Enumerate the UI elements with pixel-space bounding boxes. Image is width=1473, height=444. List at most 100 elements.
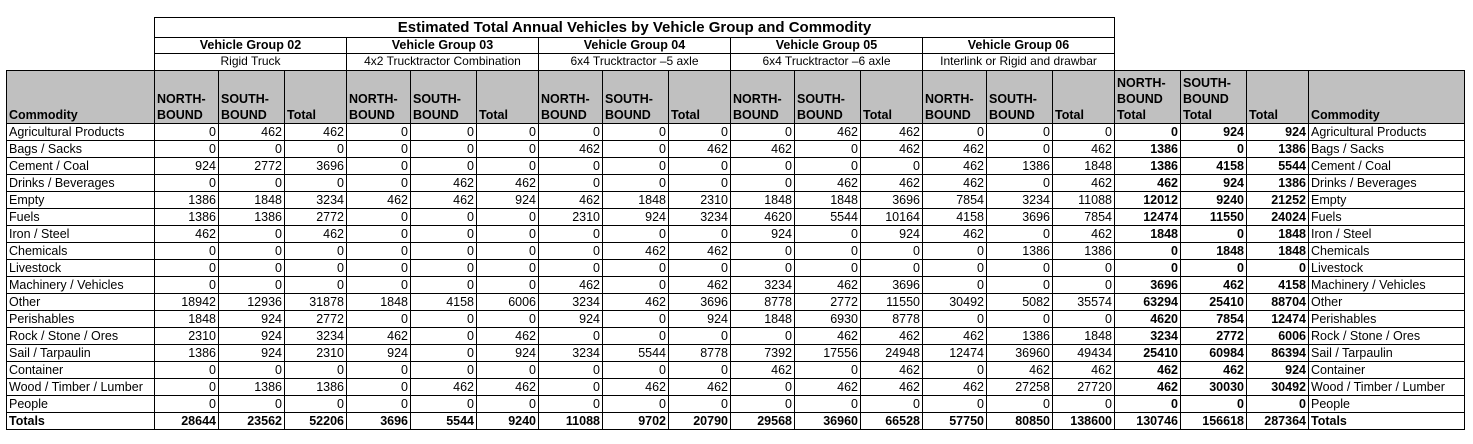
commodity-cell: Machinery / Vehicles [6,275,155,294]
commodity-cell: Rock / Stone / Ores [6,326,155,345]
value-cell: 1386 [1246,139,1309,158]
value-cell: 4158 [922,207,987,226]
value-cell: 924 [154,156,219,175]
value-cell: 1386 [1114,139,1181,158]
value-cell: 0 [794,258,861,277]
value-cell: 3234 [538,343,603,362]
commodity-cell-right: Bags / Sacks [1308,139,1465,158]
value-cell: 924 [860,224,923,243]
value-cell: 0 [602,394,669,413]
value-cell: 0 [986,224,1053,243]
value-cell: 0 [1114,241,1181,260]
value-cell: 462 [1052,224,1115,243]
value-cell: 0 [538,156,603,175]
value-cell: 1848 [1114,224,1181,243]
commodity-cell-right: Agricultural Products [1308,122,1465,141]
value-cell: 462 [668,377,731,396]
value-cell: 0 [922,258,987,277]
value-cell: 0 [794,360,861,379]
value-cell: 0 [922,309,987,328]
value-cell: 924 [1180,122,1247,141]
commodity-cell-right: Wood / Timber / Lumber [1308,377,1465,396]
value-cell: 5544 [602,343,669,362]
value-cell: 462 [668,139,731,158]
value-cell: 27720 [1052,377,1115,396]
value-cell: 27258 [986,377,1053,396]
value-cell: 52206 [284,411,347,430]
value-cell: 0 [346,224,411,243]
value-cell: 0 [154,275,219,294]
value-cell: 156618 [1180,411,1247,430]
value-cell: 63294 [1114,292,1181,311]
value-cell: 12474 [1246,309,1309,328]
value-cell: 0 [346,360,411,379]
commodity-cell: Livestock [6,258,155,277]
commodity-cell: Iron / Steel [6,224,155,243]
value-cell: 462 [922,156,987,175]
value-cell: 0 [410,309,477,328]
value-cell: 1386 [154,190,219,209]
value-cell: 0 [476,241,539,260]
value-cell: 462 [794,173,861,192]
group-name: Vehicle Group 05 [730,37,923,54]
group-desc: Interlink or Rigid and drawbar [922,53,1115,71]
value-cell: 130746 [1114,411,1181,430]
grand-total-header: Total [1246,69,1309,124]
value-cell: 0 [284,241,347,260]
value-cell: 8778 [730,292,795,311]
value-cell: 0 [602,309,669,328]
commodity-cell-right: Empty [1308,190,1465,209]
value-cell: 462 [602,241,669,260]
value-cell: 462 [476,326,539,345]
table-row: Machinery / Vehicles 0 0 0 0 0 0 462 0 462 3234 462… [6,275,1465,294]
value-cell: 5544 [794,207,861,226]
group-desc: Rigid Truck [154,53,347,71]
title-row: Estimated Total Annual Vehicles by Vehic… [7,17,1465,38]
value-cell: 0 [410,122,477,141]
value-cell: 1386 [218,207,285,226]
value-cell: 924 [668,309,731,328]
value-cell: 924 [218,326,285,345]
value-cell: 11088 [1052,190,1115,209]
value-cell: 462 [602,377,669,396]
value-cell: 0 [986,139,1053,158]
value-cell: 57750 [922,411,987,430]
value-cell: 0 [860,156,923,175]
value-cell: 0 [1052,275,1115,294]
commodity-cell: Cement / Coal [6,156,155,175]
value-cell: 924 [1246,122,1309,141]
value-cell: 0 [346,156,411,175]
value-cell: 1848 [794,190,861,209]
value-cell: 2772 [794,292,861,311]
commodity-cell: Empty [6,190,155,209]
value-cell: 0 [410,343,477,362]
value-cell: 4620 [1114,309,1181,328]
group-desc: 6x4 Trucktractor –5 axle [538,53,731,71]
value-cell: 3234 [730,275,795,294]
value-cell: 1848 [730,190,795,209]
value-cell: 0 [668,122,731,141]
northbound-header: NORTH-BOUND [538,69,603,124]
value-cell: 0 [410,139,477,158]
value-cell: 1848 [218,190,285,209]
commodity-cell: Agricultural Products [6,122,155,141]
value-cell: 0 [922,122,987,141]
value-cell: 0 [346,139,411,158]
value-cell: 924 [476,343,539,362]
value-cell: 25410 [1114,343,1181,362]
table-row: Drinks / Beverages 0 0 0 0 462 462 0 0 0 0 462 462 46… [6,173,1465,192]
value-cell: 462 [476,173,539,192]
value-cell: 0 [346,275,411,294]
value-cell: 7854 [1052,207,1115,226]
value-cell: 31878 [284,292,347,311]
value-cell: 924 [1180,173,1247,192]
value-cell: 0 [730,326,795,345]
value-cell: 0 [1052,309,1115,328]
value-cell: 2772 [284,309,347,328]
value-cell: 1386 [986,326,1053,345]
commodity-cell: Perishables [6,309,155,328]
value-cell: 462 [602,292,669,311]
value-cell: 462 [1180,275,1247,294]
value-cell: 5082 [986,292,1053,311]
value-cell: 0 [922,275,987,294]
